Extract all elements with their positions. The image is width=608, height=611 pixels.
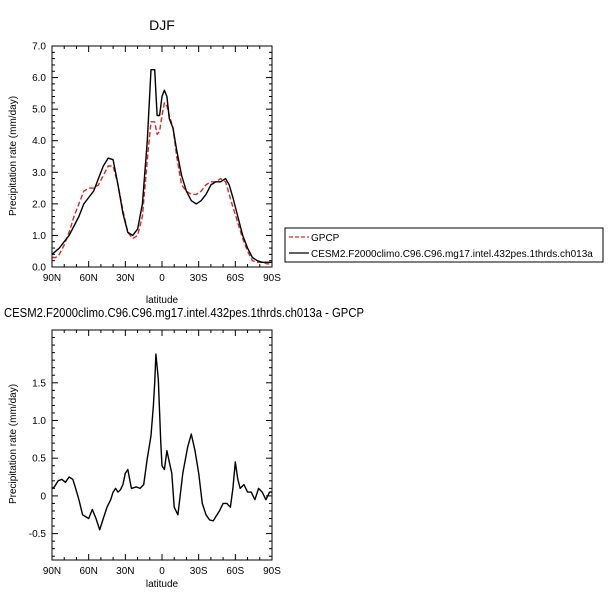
top-chart-title: DJF	[149, 17, 175, 33]
bottom-chart-xtick-label: 30N	[116, 566, 134, 577]
bottom-chart-title: CESM2.F2000climo.C96.C96.mg17.intel.432p…	[4, 305, 364, 320]
legend-box	[284, 227, 604, 263]
bottom-chart-ytick-label: 1.0	[32, 416, 46, 427]
top-chart-xtick-label: 90S	[263, 273, 281, 284]
legend-gpcp-label: GPCP	[311, 233, 340, 244]
top-chart-xtick-label: 60N	[79, 273, 97, 284]
top-chart-xtick-label: 30N	[116, 273, 134, 284]
top-chart-series-gpcp-line	[52, 102, 272, 265]
top-chart-series-model-line	[51, 68, 272, 263]
bottom-chart-xtick-label: 60S	[226, 566, 244, 577]
top-chart-ticks: 90N 60N 30N 0 30S 60S 90S 0.0 1.0 2.0 3.0 4.0 5.0 6.0…	[32, 42, 281, 285]
bottom-chart-ytick-label: 0	[40, 491, 46, 502]
top-chart-xtick-label: 60S	[226, 273, 244, 284]
top-chart: DJF Precipitation rate (mm/day) latitude…	[8, 17, 281, 306]
bottom-chart-xtick-label: 90N	[43, 566, 61, 577]
bottom-chart-xtick-label: 90S	[263, 566, 281, 577]
bottom-chart-series	[51, 353, 272, 531]
bottom-chart: CESM2.F2000climo.C96.C96.mg17.intel.432p…	[4, 305, 364, 590]
top-chart-ytick-label: 7.0	[32, 42, 46, 53]
top-chart-ytick-label: 2.0	[32, 199, 46, 210]
top-chart-ytick-label: 3.0	[32, 168, 46, 179]
bottom-chart-xlabel: latitude	[146, 579, 179, 590]
bottom-chart-ytick-label: 0.5	[32, 454, 46, 465]
top-chart-xtick-label: 0	[159, 273, 165, 284]
bottom-chart-frame	[51, 329, 273, 561]
top-chart-xlabel: latitude	[146, 295, 179, 306]
legend-model-label: CESM2.F2000climo.C96.C96.mg17.intel.432p…	[311, 249, 593, 260]
bottom-chart-ytick-label: 1.5	[32, 378, 46, 389]
top-chart-ytick-label: 5.0	[32, 105, 46, 116]
bottom-chart-series-difference-line	[51, 353, 272, 531]
top-chart-frame	[51, 45, 273, 268]
top-chart-ylabel: Precipitation rate (mm/day)	[8, 96, 19, 216]
bottom-chart-xtick-label: 0	[159, 566, 165, 577]
bottom-chart-xtick-label: 30S	[190, 566, 208, 577]
top-chart-ytick-label: 1.0	[32, 231, 46, 242]
bottom-chart-ylabel: Precipitation rate (mm/day)	[8, 384, 19, 504]
bottom-chart-xtick-label: 60N	[79, 566, 97, 577]
top-chart-series	[51, 68, 272, 265]
legend: GPCP CESM2.F2000climo.C96.C96.mg17.intel…	[284, 227, 604, 263]
top-chart-ytick-label: 0.0	[32, 263, 46, 274]
bottom-chart-ytick-label: -0.5	[29, 529, 47, 540]
top-chart-ytick-label: 6.0	[32, 73, 46, 84]
top-chart-xtick-label: 90N	[43, 273, 61, 284]
top-chart-ytick-label: 4.0	[32, 136, 46, 147]
top-chart-xtick-label: 30S	[190, 273, 208, 284]
